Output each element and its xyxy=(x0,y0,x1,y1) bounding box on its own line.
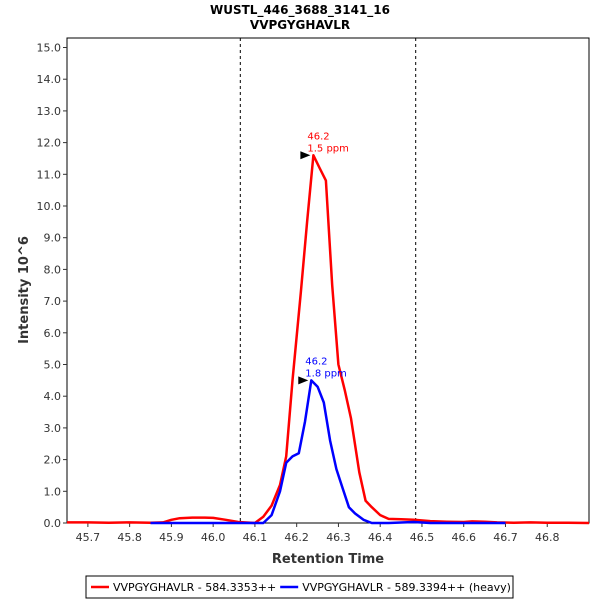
y-tick-label: 15.0 xyxy=(37,42,62,55)
chart-subtitle: VVPGYGHAVLR xyxy=(250,18,350,32)
y-tick-label: 12.0 xyxy=(37,137,62,150)
chart-title: WUSTL_446_3688_3141_16 xyxy=(210,3,390,18)
x-tick-label: 45.7 xyxy=(76,531,101,544)
y-tick-label: 11.0 xyxy=(37,168,62,181)
x-tick-label: 46.6 xyxy=(451,531,476,544)
x-tick-label: 46.3 xyxy=(326,531,351,544)
y-tick-label: 6.0 xyxy=(44,327,62,340)
x-tick-label: 46.1 xyxy=(243,531,268,544)
y-tick-label: 10.0 xyxy=(37,200,62,213)
y-axis-label: Intensity 10^6 xyxy=(17,236,32,344)
x-tick-label: 46.4 xyxy=(368,531,393,544)
x-tick-label: 45.9 xyxy=(159,531,184,544)
y-tick-label: 8.0 xyxy=(44,263,62,276)
x-tick-label: 45.8 xyxy=(117,531,142,544)
series-line xyxy=(67,154,590,525)
legend-label: VVPGYGHAVLR - 589.3394++ (heavy) xyxy=(302,581,511,594)
peak-marker xyxy=(300,151,311,160)
x-axis-label: Retention Time xyxy=(272,552,384,567)
x-tick-label: 46.7 xyxy=(493,531,518,544)
peak-marker xyxy=(298,376,309,385)
peak-label: 46.2 xyxy=(307,131,329,142)
y-tick-label: 9.0 xyxy=(44,232,62,245)
peak-label: 1.5 ppm xyxy=(307,143,349,154)
legend: VVPGYGHAVLR - 584.3353++ VVPGYGHAVLR - 58… xyxy=(85,575,514,599)
plot-area: 0.0 1.0 2.0 3.0 4.0 5.0 6.0 7.0 8.0 9.0 10.0 11.0 12… xyxy=(37,37,590,544)
series-line xyxy=(150,379,506,525)
plot-frame xyxy=(66,37,590,524)
y-tick-label: 0.0 xyxy=(44,517,62,530)
y-tick-label: 2.0 xyxy=(44,454,62,467)
y-tick-label: 1.0 xyxy=(44,485,62,498)
x-tick-label: 46.8 xyxy=(535,531,560,544)
y-tick-label: 3.0 xyxy=(44,422,62,435)
x-tick-label: 46.5 xyxy=(410,531,435,544)
y-tick-label: 4.0 xyxy=(44,390,62,403)
y-tick-label: 7.0 xyxy=(44,295,62,308)
y-tick-label: 5.0 xyxy=(44,359,62,372)
peak-label: 1.8 ppm xyxy=(305,368,347,379)
legend-label: VVPGYGHAVLR - 584.3353++ xyxy=(113,581,276,594)
y-tick-label: 14.0 xyxy=(37,73,62,86)
x-tick-label: 46.0 xyxy=(201,531,226,544)
legend-frame xyxy=(85,575,514,599)
x-tick-label: 46.2 xyxy=(284,531,309,544)
y-tick-label: 13.0 xyxy=(37,105,62,118)
peak-label: 46.2 xyxy=(305,356,327,367)
